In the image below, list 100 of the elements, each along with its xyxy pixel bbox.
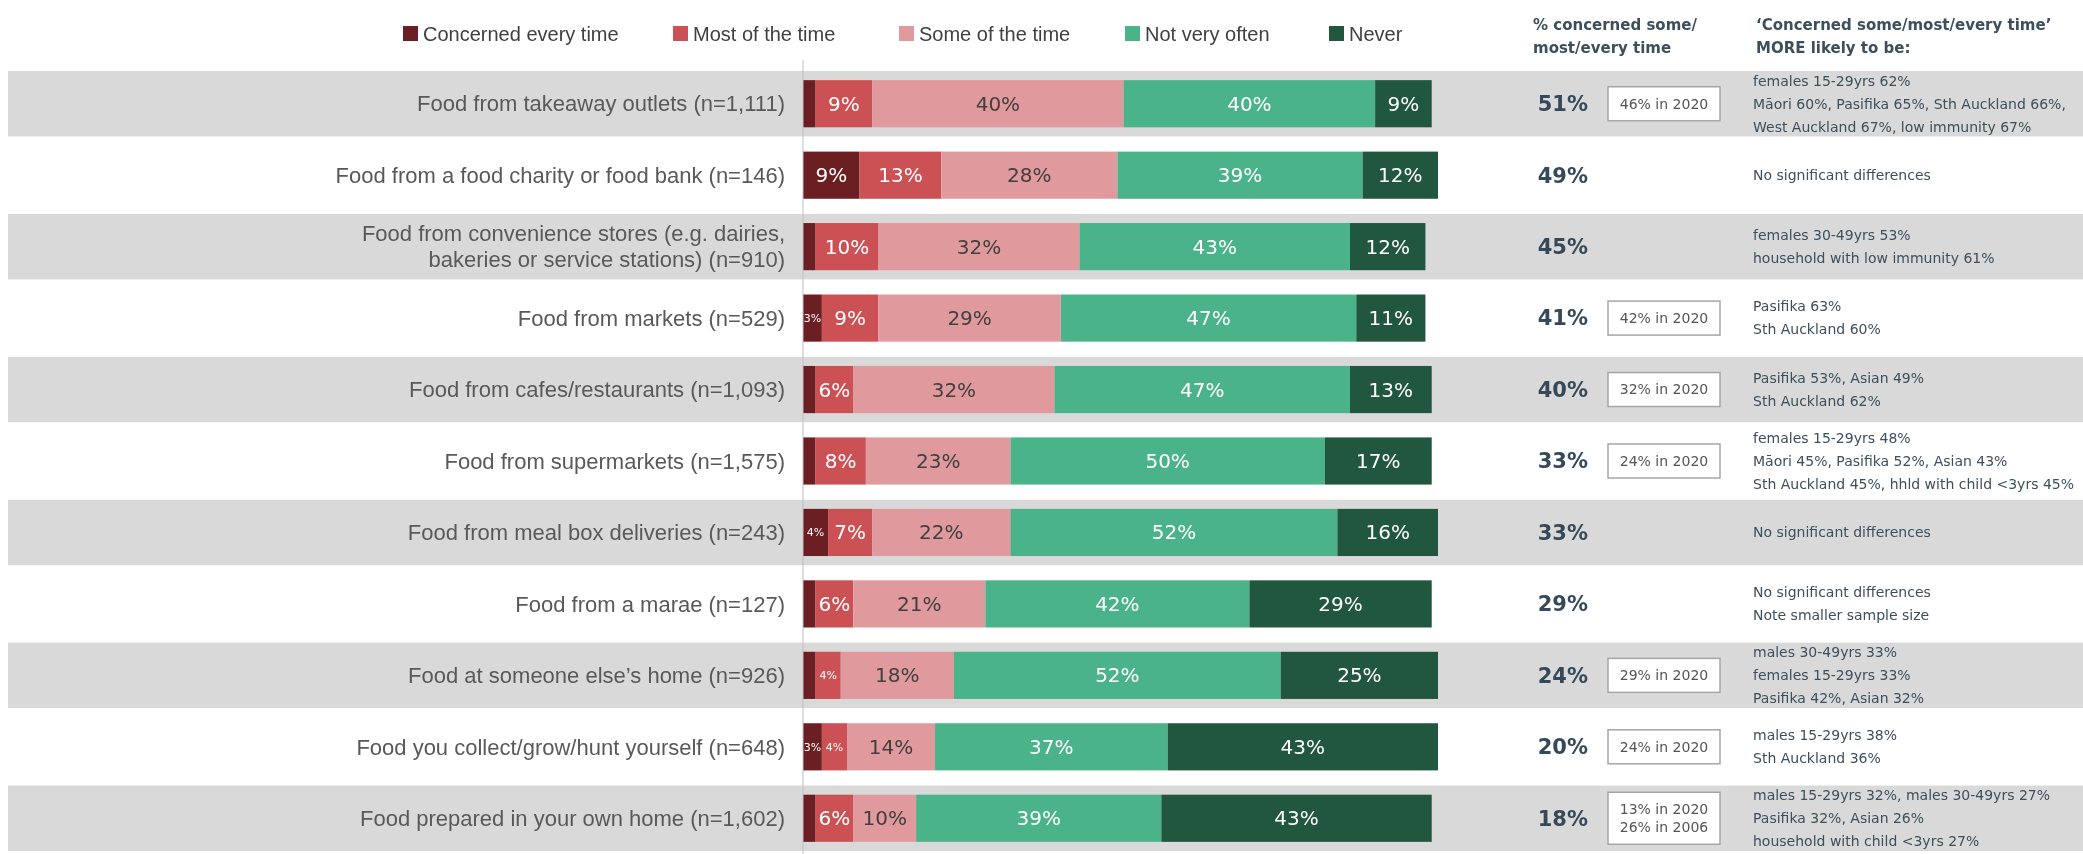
y-tick-label: Food from a marae (n=127) [515,591,785,617]
data-label: 42% [1095,591,1140,616]
bar [1123,80,1376,128]
text: 49% [1537,163,1588,188]
legend-label: Never [1349,23,1403,45]
bar [916,794,1162,842]
text: ‘Concerned some/most/every time’ MORE likely to be: [1756,16,2052,57]
bar [803,80,816,128]
bar [1010,508,1338,557]
y-tick-label: Food prepared in your own home (n=1,602) [360,805,785,831]
bar [803,151,860,199]
y-tick-label: Food from convenience stores (e.g. dairies, bakeries or service stations) (n=910) [361,221,785,273]
bar [815,651,841,699]
bar [1362,151,1438,199]
data-label: 8% [824,449,857,473]
text: females 30-49yrs 53% household with low immunity 61% [1753,227,1995,267]
text: 29% [1537,592,1588,617]
data-label: 6% [818,591,851,616]
data-label: 21% [897,591,942,616]
data-label: 9% [828,91,860,116]
bar [1280,651,1438,699]
bar [1349,223,1426,271]
bar [803,651,816,699]
bar [803,365,816,414]
data-label: 9% [834,306,867,331]
data-label: 52% [1095,663,1140,688]
data-label: 10% [862,806,907,831]
text: 41% [1537,306,1588,331]
bar [803,437,816,485]
bar [840,651,954,699]
data-label: 6% [818,806,851,831]
bar [803,223,816,271]
y-tick-label: Food from cafes/restaurants (n=1,093) [408,377,785,403]
bar [853,580,986,628]
text: 40% [1537,377,1588,402]
bar [1349,365,1432,414]
bar [859,151,942,199]
legend-label: Concerned every time [423,23,619,45]
bar [953,651,1281,699]
text: 18% [1537,806,1588,831]
data-label: 37% [1029,734,1074,759]
text: 20% [1537,735,1588,760]
y-tick-label: Food you collect/grow/hunt yourself (n=648) [356,734,785,760]
data-label: 12% [1378,163,1423,188]
text: Pasifika 63% Sth Auckland 60% [1753,298,1881,338]
bar [1054,365,1350,414]
y-tick-label: Food from supermarkets (n=1,575) [444,448,785,474]
bar [872,80,1124,128]
data-label: 22% [919,520,964,545]
text: Pasifika 53%, Asian 49% Sth Auckland 62% [1753,369,1925,409]
text: 33% [1537,520,1588,545]
bar [828,508,873,557]
data-label: 13% [878,163,923,188]
text: 24% [1537,663,1588,688]
data-label: 39% [1016,806,1061,831]
bar [803,794,816,842]
text: males 30-49yrs 33% females 15-29yrs 33% Pasifika 42%, Asian 32% [1753,644,1925,707]
data-label: 14% [868,734,914,759]
text: No significant differences Note smaller sample size [1753,584,1931,624]
data-label: 13% [1368,377,1414,402]
bar [1337,508,1438,557]
data-label: 12% [1365,234,1410,259]
text: No significant differences [1753,167,1931,184]
data-label: 40% [975,91,1021,116]
text: males 15-29yrs 32%, males 30-49yrs 27% Pasifika 32%, Asian 26% household with child <3yrs 27% [1753,787,2050,850]
y-tick-label: Food at someone else’s home (n=926) [408,663,785,689]
data-label: 43% [1274,806,1319,831]
text: 13% in 2020 26% in 2006 [1619,801,1709,836]
bar [1324,437,1432,485]
legend-label: Most of the time [693,23,836,45]
y-tick-label: Food from markets (n=529) [517,305,785,331]
data-label: 4% [825,740,844,754]
data-label: 43% [1192,234,1238,259]
legend-label: Some of the time [919,23,1071,45]
text: 24% in 2020 [1619,738,1709,755]
text: males 15-29yrs 38% Sth Auckland 36% [1753,727,1898,767]
text: % concerned some/ most/every time [1533,16,1698,57]
data-label: 16% [1365,520,1410,545]
bar [878,294,1061,342]
data-label: 9% [1387,91,1420,116]
bar [821,294,879,342]
data-label: 39% [1217,163,1263,188]
bar [853,365,1055,414]
bar [1117,151,1363,199]
bar [941,151,1118,199]
data-label: 29% [947,306,992,331]
text: 45% [1537,234,1588,259]
bar [821,723,848,771]
data-label: 18% [875,663,920,688]
data-label: 4% [819,669,837,683]
bar [1079,223,1350,271]
bar [865,437,1011,485]
data-label: 47% [1186,306,1231,331]
text: 24% in 2020 [1619,452,1709,469]
data-label: 9% [815,163,848,188]
text: 42% in 2020 [1619,309,1709,326]
data-label: 40% [1227,91,1272,116]
text: 32% in 2020 [1619,381,1709,398]
text: 46% in 2020 [1619,95,1709,112]
text: 29% in 2020 [1619,667,1709,684]
